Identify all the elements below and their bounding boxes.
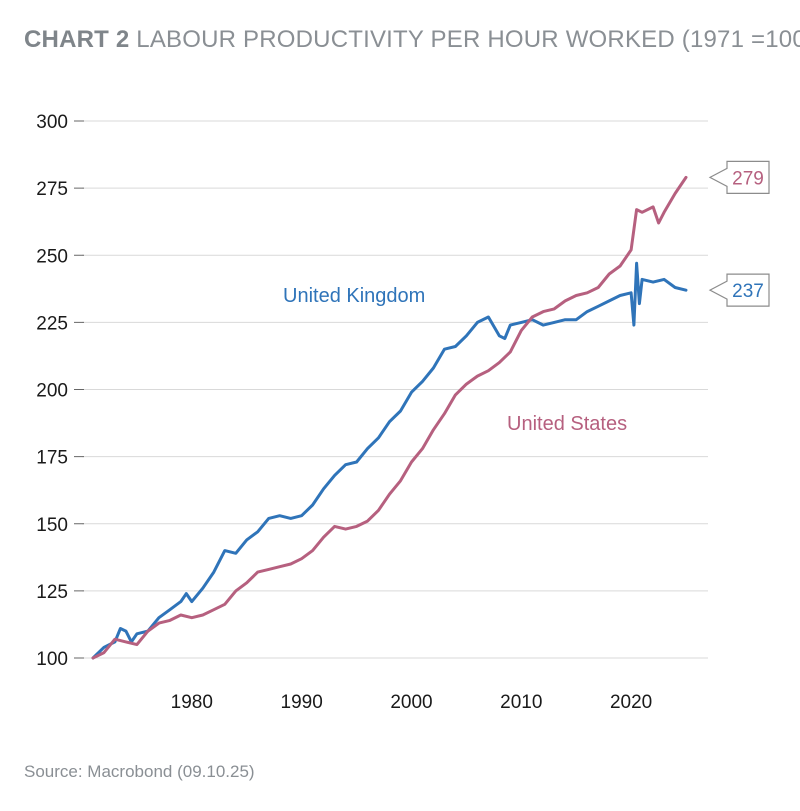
- series-label-united-kingdom: United Kingdom: [283, 285, 425, 307]
- chart-title: CHART 2 LABOUR PRODUCTIVITY PER HOUR WOR…: [24, 26, 800, 54]
- chart-number: CHART 2: [24, 26, 130, 53]
- y-tick-label-300: 300: [36, 112, 68, 133]
- x-tick-label-1980: 1980: [171, 692, 213, 713]
- y-tick-label-125: 125: [36, 582, 68, 603]
- y-tick-label-275: 275: [36, 179, 68, 200]
- y-tick-label-150: 150: [36, 515, 68, 536]
- y-axis-ticks: 100 125 150 175 200 225 250 275 300: [36, 112, 84, 670]
- end-label-box-united-states: [708, 160, 770, 194]
- series-label-united-states: United States: [507, 413, 627, 435]
- series-line-united-states: [91, 175, 688, 660]
- end-label-box-united-kingdom: [708, 273, 770, 307]
- source-note: Source: Macrobond (09.10.25): [24, 762, 255, 781]
- end-value-label-united-kingdom: 237: [732, 281, 764, 302]
- x-tick-label-2010: 2010: [500, 692, 542, 713]
- y-tick-label-100: 100: [36, 649, 68, 670]
- x-tick-label-1990: 1990: [281, 692, 323, 713]
- x-axis-ticks: 1980 1990 2000 2010 2020: [171, 692, 653, 713]
- series-line-united-kingdom: [91, 261, 688, 660]
- y-tick-label-250: 250: [36, 246, 68, 267]
- y-tick-label-200: 200: [36, 381, 68, 402]
- chart-title-text: LABOUR PRODUCTIVITY PER HOUR WORKED (197…: [136, 26, 800, 53]
- x-tick-label-2020: 2020: [610, 692, 652, 713]
- gridlines: [82, 120, 708, 659]
- end-value-label-united-states: 279: [732, 168, 764, 189]
- y-tick-label-225: 225: [36, 313, 68, 334]
- y-tick-label-175: 175: [36, 448, 68, 469]
- x-tick-label-2000: 2000: [390, 692, 432, 713]
- series-lines: [91, 175, 688, 660]
- end-value-labels: 237 279: [708, 160, 770, 307]
